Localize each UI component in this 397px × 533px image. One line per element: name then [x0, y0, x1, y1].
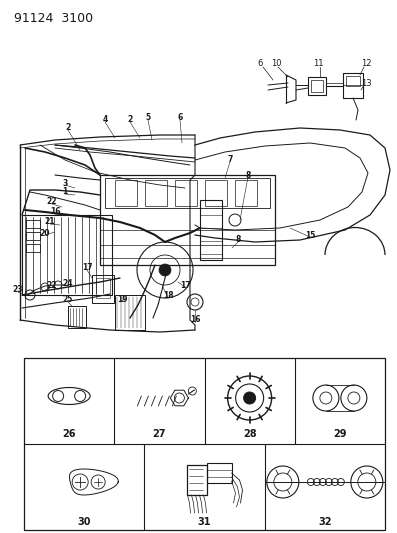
Bar — [105, 178, 270, 208]
Text: 18: 18 — [163, 292, 173, 301]
Text: 1: 1 — [62, 188, 67, 197]
Text: 2: 2 — [127, 116, 133, 125]
Circle shape — [159, 264, 171, 276]
Text: 24: 24 — [63, 279, 73, 287]
Bar — [145, 180, 167, 206]
Text: 10: 10 — [271, 59, 281, 68]
Text: 20: 20 — [40, 229, 50, 238]
Text: 91124  3100: 91124 3100 — [14, 12, 93, 25]
Text: 13: 13 — [361, 78, 371, 87]
Text: 22: 22 — [47, 198, 57, 206]
Bar — [24, 358, 385, 530]
Text: 17: 17 — [180, 280, 190, 289]
Text: 5: 5 — [145, 114, 150, 123]
Bar — [96, 278, 110, 298]
Text: 27: 27 — [152, 429, 166, 439]
Circle shape — [244, 392, 256, 404]
Text: 4: 4 — [102, 116, 108, 125]
Text: 23: 23 — [13, 286, 23, 295]
Text: 19: 19 — [117, 295, 127, 304]
Text: 30: 30 — [77, 517, 91, 527]
Bar — [68, 306, 86, 328]
Text: 28: 28 — [243, 429, 256, 439]
Text: 29: 29 — [333, 429, 347, 439]
Bar — [26, 244, 40, 252]
Text: 8: 8 — [245, 171, 251, 180]
Bar — [346, 76, 360, 86]
Text: 21: 21 — [45, 217, 55, 227]
Text: 25: 25 — [63, 295, 73, 304]
Text: 16: 16 — [190, 316, 200, 325]
Bar — [205, 180, 227, 206]
Text: 26: 26 — [62, 429, 76, 439]
Bar — [26, 232, 40, 240]
Text: 7: 7 — [227, 156, 233, 165]
Text: 2: 2 — [66, 124, 71, 133]
Bar — [187, 465, 206, 495]
Text: 31: 31 — [198, 517, 211, 527]
Bar — [343, 73, 363, 98]
Text: 12: 12 — [361, 59, 371, 68]
Bar — [308, 77, 326, 95]
Text: 8: 8 — [235, 236, 241, 245]
Text: 17: 17 — [82, 263, 93, 272]
Bar — [92, 275, 114, 303]
Bar — [26, 220, 40, 228]
Text: 15: 15 — [305, 230, 315, 239]
Bar — [235, 180, 257, 206]
Bar — [100, 175, 275, 265]
Bar — [115, 180, 137, 206]
Text: 6: 6 — [177, 114, 183, 123]
Bar — [115, 295, 145, 330]
Bar — [200, 200, 222, 260]
Bar — [175, 180, 197, 206]
Text: 11: 11 — [313, 59, 323, 68]
Text: 3: 3 — [62, 179, 67, 188]
Bar — [22, 215, 112, 295]
Text: 6: 6 — [257, 59, 263, 68]
Bar — [206, 463, 231, 483]
Bar — [311, 80, 323, 92]
Text: 22: 22 — [47, 280, 57, 289]
Text: 32: 32 — [318, 517, 331, 527]
Text: 16: 16 — [50, 207, 60, 216]
